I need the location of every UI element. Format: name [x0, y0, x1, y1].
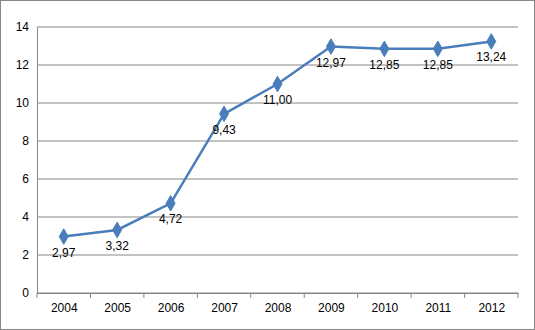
data-label: 12,85 [423, 58, 453, 72]
point [326, 39, 335, 55]
y-tick: 2 [22, 248, 37, 262]
x-tick: 2007 [211, 293, 238, 315]
point [433, 41, 442, 57]
grid-line [37, 293, 518, 294]
chart-border [1, 1, 535, 330]
plot: 0246810121420042005200620072008200920102… [16, 20, 519, 314]
data-label: 13,24 [476, 50, 506, 64]
y-tick-label: 8 [22, 134, 29, 148]
x-boundary-tick [411, 293, 412, 298]
x-boundary-tick [464, 293, 465, 298]
point [487, 34, 496, 50]
x-tick-label: 2004 [51, 301, 78, 315]
grid-line [37, 179, 518, 180]
x-boundary-tick [143, 293, 144, 298]
y-tick: 14 [16, 20, 37, 34]
y-axis-line [37, 28, 38, 294]
x-boundary-tick [250, 293, 251, 298]
line [64, 41, 492, 236]
x-boundary-tick [90, 293, 91, 298]
data-labels: 2,97 3,32 4,72 9,43 11,00 12,97 12,85 12,85 13,2… [52, 50, 507, 259]
y-tick-label: 14 [16, 20, 30, 34]
x-boundary-tick [304, 293, 305, 298]
y-tick: 8 [22, 134, 37, 148]
y-tick: 12 [16, 58, 37, 72]
x-tick-label: 2009 [318, 301, 345, 315]
x-boundary-tick [37, 293, 38, 298]
series [59, 34, 496, 245]
chart: 0246810121420042005200620072008200920102… [0, 0, 535, 330]
x-tick-label: 2010 [372, 301, 399, 315]
point [273, 76, 282, 92]
x-boundary-tick [357, 293, 358, 298]
x-axis: 2004 2005 2006 2007 2008 2009 2010 2011 2012 [37, 293, 519, 315]
data-label: 12,85 [369, 58, 399, 72]
point [220, 106, 229, 122]
x-tick-label: 2006 [158, 301, 185, 315]
grid-line [37, 27, 518, 28]
y-tick-label: 6 [22, 172, 29, 186]
x-boundary-tick [518, 293, 519, 298]
grid-line [37, 217, 518, 218]
x-tick: 2011 [425, 293, 451, 315]
x-tick: 2004 [51, 293, 78, 315]
point [59, 229, 68, 245]
data-label: 9,43 [212, 123, 236, 137]
y-tick: 0 [22, 286, 37, 300]
x-tick: 2005 [104, 293, 131, 315]
point [166, 196, 175, 212]
data-label: 11,00 [263, 93, 292, 107]
grid [37, 27, 518, 293]
y-tick: 6 [22, 172, 37, 186]
y-axis: 0 2 4 6 8 10 12 14 [16, 20, 38, 300]
y-tick-label: 10 [16, 96, 30, 110]
x-tick: 2010 [372, 293, 399, 315]
x-tick-label: 2005 [104, 301, 131, 315]
x-tick-label: 2007 [211, 301, 238, 315]
x-tick: 2012 [478, 293, 505, 315]
x-tick: 2008 [265, 293, 292, 315]
x-tick-label: 2011 [425, 301, 451, 315]
point [380, 41, 389, 57]
data-label: 12,97 [316, 56, 346, 70]
point [113, 222, 122, 238]
grid-line [37, 255, 518, 256]
y-tick-label: 2 [22, 248, 29, 262]
y-tick-label: 0 [22, 286, 29, 300]
x-boundary-ticks [37, 293, 518, 298]
y-tick-label: 4 [22, 210, 29, 224]
y-tick: 10 [16, 96, 37, 110]
data-label: 4,72 [159, 212, 183, 226]
x-tick: 2009 [318, 293, 345, 315]
x-boundary-tick [197, 293, 198, 298]
x-tick-label: 2008 [265, 301, 292, 315]
y-tick: 4 [22, 210, 37, 224]
grid-line [37, 141, 518, 142]
x-axis-line [38, 293, 519, 294]
x-tick: 2006 [158, 293, 185, 315]
y-tick-label: 12 [16, 58, 30, 72]
data-label: 3,32 [105, 239, 129, 253]
x-tick-label: 2012 [478, 301, 505, 315]
data-label: 2,97 [52, 246, 76, 260]
